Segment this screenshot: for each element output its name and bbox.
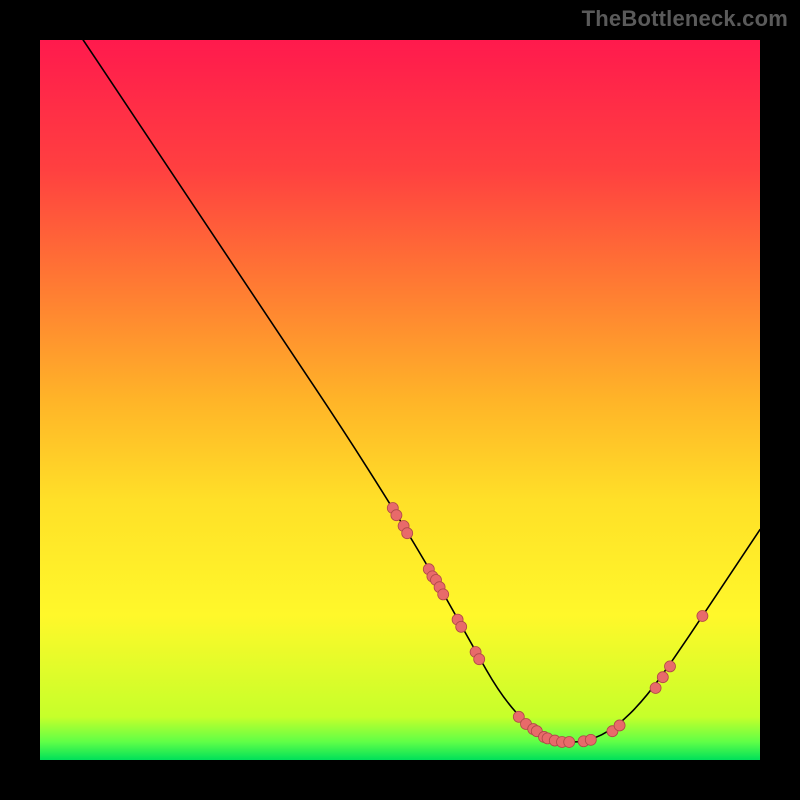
data-marker bbox=[585, 734, 596, 745]
chart-frame: TheBottleneck.com bbox=[0, 0, 800, 800]
data-marker bbox=[456, 621, 467, 632]
watermark-text: TheBottleneck.com bbox=[582, 6, 788, 32]
data-marker bbox=[402, 528, 413, 539]
marker-group bbox=[387, 503, 708, 748]
data-marker bbox=[438, 589, 449, 600]
data-marker bbox=[665, 661, 676, 672]
data-marker bbox=[614, 720, 625, 731]
data-marker bbox=[657, 672, 668, 683]
bottleneck-curve bbox=[83, 40, 760, 742]
data-marker bbox=[474, 654, 485, 665]
plot-area bbox=[40, 40, 760, 760]
data-marker bbox=[564, 737, 575, 748]
data-marker bbox=[650, 683, 661, 694]
data-marker bbox=[697, 611, 708, 622]
data-marker bbox=[391, 510, 402, 521]
chart-svg bbox=[40, 40, 760, 760]
